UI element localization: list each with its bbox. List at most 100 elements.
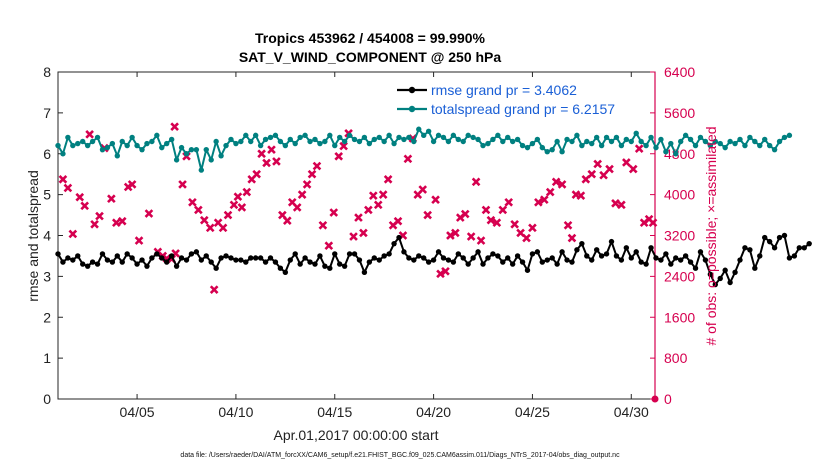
obs-point-stroke (393, 216, 403, 226)
obs-point (567, 233, 577, 243)
obs-point-stroke (364, 205, 373, 215)
obs-point (262, 158, 271, 168)
obs-point-stroke (218, 223, 228, 233)
totalspread-point (430, 138, 437, 145)
rmse-point (623, 245, 630, 251)
totalspread-point (470, 134, 476, 141)
rmse-point (752, 265, 758, 271)
rmse-point (717, 275, 723, 282)
obs-point-stroke (209, 285, 219, 294)
rmse-point (139, 257, 145, 263)
obs-point (622, 158, 631, 167)
totalspread-point (648, 134, 654, 141)
totalspread-point (144, 140, 150, 147)
totalspread-point (707, 142, 714, 149)
obs-point (551, 177, 561, 187)
obs-point (134, 236, 144, 245)
totalspread-point (475, 136, 481, 143)
totalspread-point (198, 167, 205, 173)
obs-point (648, 218, 658, 228)
totalspread-point (638, 138, 644, 145)
totalspread-point (173, 157, 180, 163)
totalspread-point (218, 153, 224, 159)
rmse-point (757, 253, 763, 259)
totalspread-point (168, 136, 175, 143)
totalspread-point (183, 151, 190, 157)
totalspread-point (94, 134, 101, 141)
obs-point (223, 210, 233, 220)
totalspread-point (569, 138, 575, 145)
obs-point (272, 157, 281, 166)
obs-point-stroke (252, 169, 261, 179)
totalspread-point (208, 157, 214, 163)
rmse-point (55, 251, 61, 257)
y-left-tick-label: 8 (43, 64, 51, 80)
obs-point-stroke (242, 187, 252, 197)
rmse-point (257, 255, 264, 261)
rmse-point (697, 249, 704, 255)
totalspread-point (771, 146, 778, 153)
obs-point (364, 205, 373, 215)
obs-point (576, 191, 586, 200)
totalspread-point (70, 142, 76, 149)
y-left-tick-label: 1 (43, 350, 51, 366)
rmse-point (297, 261, 303, 267)
totalspread-point (495, 132, 501, 139)
obs-point (534, 197, 543, 207)
rmse-point (65, 255, 71, 261)
obs-point (634, 144, 644, 153)
rmse-point (687, 259, 694, 265)
rmse-point (628, 255, 634, 261)
rmse-point (771, 245, 778, 251)
totalspread-point (248, 138, 254, 145)
rmse-point (208, 259, 214, 265)
rmse-point (648, 245, 654, 251)
rmse-point (455, 251, 462, 257)
rmse-point (317, 253, 323, 259)
rmse-point (218, 255, 224, 261)
totalspread-point (411, 138, 417, 145)
totalspread-point (267, 134, 274, 141)
totalspread-point (159, 144, 165, 151)
chart-title: Tropics 453962 / 454008 = 99.990% (255, 30, 486, 46)
rmse-point (406, 255, 412, 261)
rmse-point (332, 251, 338, 257)
totalspread-point (514, 136, 521, 143)
totalspread-point (312, 136, 318, 143)
totalspread-point (386, 132, 392, 139)
rmse-point (188, 251, 195, 257)
obs-point-stroke (318, 220, 328, 230)
rmse-point (500, 259, 506, 265)
totalspread-point (485, 140, 491, 147)
totalspread-point (277, 138, 284, 145)
totalspread-point (391, 140, 397, 147)
totalspread-point (139, 146, 145, 153)
y-left-tick-label: 3 (43, 268, 51, 284)
rmse-point (554, 261, 560, 267)
obs-point (282, 216, 292, 226)
totalspread-point (228, 136, 234, 143)
obs-point-stroke (599, 170, 608, 180)
obs-point-stroke (383, 174, 393, 184)
rmse-point (445, 257, 452, 263)
obs-point-stroke (324, 241, 334, 251)
obs-point (111, 218, 121, 228)
totalspread-point (682, 132, 689, 139)
totalspread-point (84, 142, 91, 149)
totalspread-point (287, 136, 293, 143)
totalspread-point (396, 134, 402, 141)
obs-point-stroke (229, 200, 239, 210)
rmse-point (509, 261, 516, 267)
rmse-point (401, 249, 407, 255)
obs-point (312, 161, 322, 171)
totalspread-point (425, 128, 432, 134)
obs-point-stroke (359, 228, 368, 238)
totalspread-point (282, 142, 289, 149)
rmse-point (776, 234, 783, 241)
totalspread-point (292, 140, 298, 147)
obs-point (522, 233, 531, 243)
obs-point (334, 151, 344, 161)
obs-point-stroke (451, 228, 460, 238)
rmse-point (514, 253, 521, 259)
